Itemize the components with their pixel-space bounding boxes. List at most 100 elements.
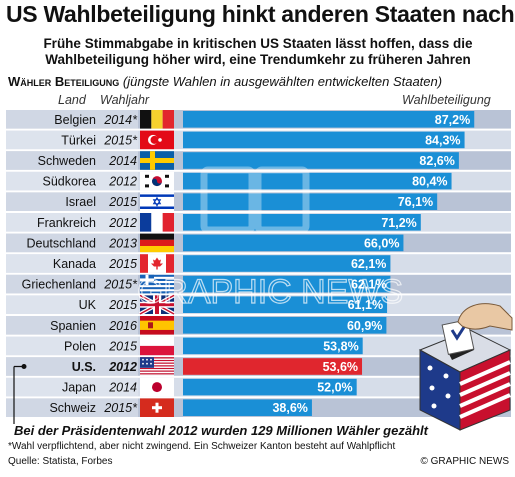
bar <box>183 214 421 231</box>
country-label: Deutschland <box>27 236 97 250</box>
year-label: 2013 <box>108 236 137 250</box>
flag-france <box>140 213 174 232</box>
country-label: Kanada <box>53 257 96 271</box>
bar <box>183 111 475 128</box>
label-cell <box>6 130 138 150</box>
value-label: 53,6% <box>323 360 358 374</box>
source: Quelle: Statista, Forbes <box>8 456 113 467</box>
label-cell <box>6 316 138 335</box>
section-heading: Wähler Beteiligung (jüngste Wahlen in au… <box>8 74 442 89</box>
flag-sweden <box>140 151 174 170</box>
bar <box>183 337 363 355</box>
watermark-text: GRAPHIC NEWS <box>137 273 403 311</box>
bar <box>183 131 465 149</box>
bar <box>183 378 357 396</box>
label-cell <box>6 233 138 253</box>
value-label: 82,6% <box>419 154 454 168</box>
flag-switzerland <box>140 398 174 417</box>
year-label: 2012 <box>108 360 137 374</box>
label-cell <box>6 192 138 211</box>
year-label: 2015 <box>108 339 137 353</box>
country-label: Griechenland <box>22 278 96 292</box>
bar <box>183 234 404 252</box>
year-label: 2015 <box>108 298 137 312</box>
label-cell <box>6 398 138 417</box>
value-label: 66,0% <box>364 236 399 250</box>
section-description: (jüngste Wahlen in ausgewählten entwicke… <box>122 74 443 89</box>
credit: © GRAPHIC NEWS <box>420 456 510 467</box>
value-label: 61,1% <box>348 298 383 312</box>
country-label: Polen <box>64 339 96 353</box>
flag-usa <box>140 357 174 376</box>
flag-israel <box>140 192 174 211</box>
bar <box>183 296 388 313</box>
country-label: Schweiz <box>49 401 96 415</box>
header-value: Wahlbeteiligung <box>402 93 491 107</box>
subtitle: Frühe Stimmabgabe in kritischen US Staat… <box>43 36 473 67</box>
value-label: 62,1% <box>351 278 386 292</box>
label-cell <box>6 377 138 397</box>
year-label: 2015* <box>103 401 138 415</box>
label-cell <box>6 357 138 376</box>
label-cell <box>6 274 138 294</box>
value-label: 71,2% <box>381 216 416 230</box>
bar <box>183 193 438 210</box>
year-label: 2015 <box>108 195 137 209</box>
country-label: UK <box>79 298 97 312</box>
country-label: Belgien <box>54 113 96 127</box>
label-cell <box>6 254 138 273</box>
label-cell <box>6 171 138 191</box>
country-label: U.S. <box>72 360 96 374</box>
flag-canada <box>140 254 174 273</box>
flag-japan <box>140 377 174 397</box>
year-label: 2014* <box>103 113 138 127</box>
footnote: *Wahl verpflichtend, aber nicht zwingend… <box>8 441 396 452</box>
ballot-box-illustration <box>418 303 513 431</box>
year-label: 2015 <box>108 257 137 271</box>
label-cell <box>6 336 138 356</box>
flag-turkey <box>140 130 174 150</box>
year-label: 2015* <box>103 278 138 292</box>
header-country: Land <box>58 93 86 107</box>
flag-spain <box>140 316 174 335</box>
bar <box>183 275 391 293</box>
country-label: Türkei <box>61 133 96 147</box>
value-label: 76,1% <box>398 195 433 209</box>
country-label: Südkorea <box>42 175 96 189</box>
value-label: 84,3% <box>425 133 460 147</box>
flag-south-korea <box>140 171 174 191</box>
year-label: 2014 <box>108 154 137 168</box>
country-label: Schweden <box>38 154 96 168</box>
label-cell <box>6 110 138 129</box>
country-label: Israel <box>65 195 96 209</box>
country-label: Spanien <box>50 319 96 333</box>
flag-greece <box>140 274 174 294</box>
year-label: 2012 <box>108 175 137 189</box>
value-label: 80,4% <box>412 175 447 189</box>
year-label: 2016 <box>108 319 137 333</box>
bar <box>183 358 363 375</box>
section-lead: Wähler Beteiligung <box>8 74 120 89</box>
label-cell <box>6 295 138 314</box>
us-marker-dot <box>21 364 27 369</box>
bar <box>183 255 391 272</box>
year-label: 2012 <box>108 216 137 230</box>
flag-germany <box>140 233 174 253</box>
bar <box>183 317 387 334</box>
label-cell <box>6 151 138 170</box>
watermark-logo <box>200 166 310 234</box>
value-label: 38,6% <box>272 401 307 415</box>
bar <box>183 399 312 416</box>
label-cell <box>6 213 138 232</box>
value-label: 52,0% <box>317 381 352 395</box>
note-text: Bei der Präsidentenwahl 2012 wurden 129 … <box>14 423 428 438</box>
bar <box>183 152 459 169</box>
flag-poland <box>140 336 174 356</box>
year-label: 2015* <box>103 133 138 147</box>
value-label: 87,2% <box>435 113 470 127</box>
bar <box>183 172 452 190</box>
flag-belgium <box>140 110 174 129</box>
page-title: US Wahlbeteiligung hinkt anderen Staaten… <box>6 1 515 27</box>
country-label: Frankreich <box>37 216 96 230</box>
